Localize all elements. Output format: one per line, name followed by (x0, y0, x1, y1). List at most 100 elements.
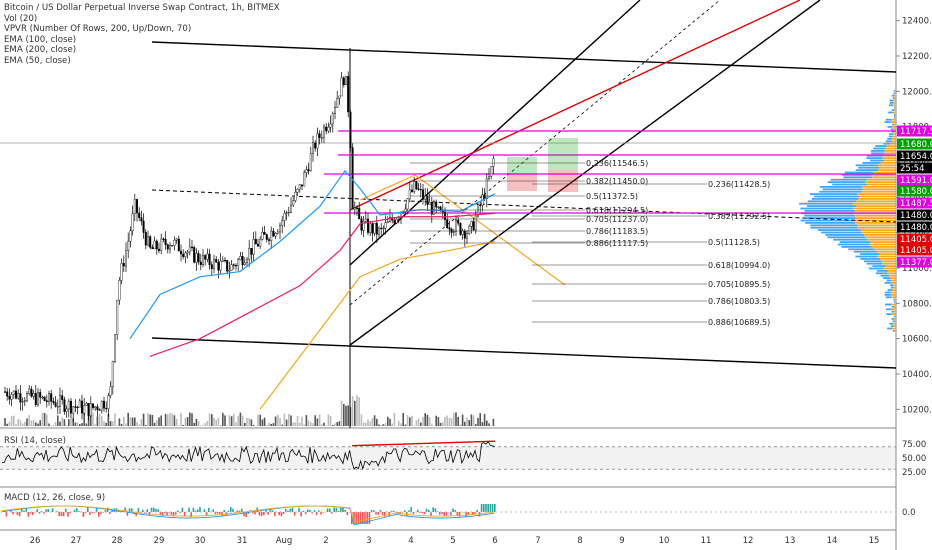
candle-body (375, 222, 378, 235)
macd-histogram-bar (267, 512, 269, 515)
macd-histogram-bar (476, 509, 478, 512)
candle-body (250, 248, 253, 255)
vpvr-down-row (889, 274, 896, 277)
volume-bar (373, 415, 376, 426)
candle-body (263, 232, 266, 235)
price-tag (897, 138, 932, 150)
candle-body (417, 188, 420, 190)
vpvr-down-row (893, 325, 896, 327)
macd-histogram-bar (410, 507, 412, 512)
price-tag (897, 244, 932, 256)
macd-histogram-bar (168, 512, 170, 513)
macd-histogram-bar (155, 508, 157, 512)
vpvr-up-row (884, 121, 891, 123)
macd-histogram-bar (265, 509, 267, 512)
vpvr-up-row (886, 313, 892, 315)
macd-histogram-bar (159, 512, 162, 515)
candle-body (146, 236, 149, 246)
vpvr-down-row (887, 270, 896, 272)
macd-histogram-bar (491, 504, 494, 512)
candle-body (190, 246, 193, 249)
macd-histogram-bar (430, 512, 432, 517)
volume-bar (444, 416, 446, 426)
macd-histogram-bar (179, 512, 181, 514)
candle-body (204, 255, 207, 260)
volume-bar (153, 422, 156, 426)
macd-histogram-bar (450, 512, 452, 516)
volume-bar (382, 424, 385, 426)
x-tick-label: 28 (112, 536, 123, 546)
macd-histogram-bar (307, 509, 309, 512)
volume-bar (488, 423, 490, 426)
vpvr-up-row (807, 200, 857, 203)
candle-body (446, 219, 449, 228)
macd-histogram-bar (346, 512, 349, 516)
vpvr-up-row (891, 318, 894, 320)
vpvr-down-row (863, 188, 896, 191)
candle-body (127, 240, 130, 251)
volume-bar (391, 423, 393, 426)
volume-bar (193, 422, 195, 426)
x-tick-label: 30 (195, 536, 206, 546)
volume-bar (314, 415, 316, 426)
macd-histogram-bar (320, 512, 322, 515)
candle-body (457, 219, 460, 224)
candle-body (21, 401, 24, 403)
macd-histogram-bar (260, 512, 263, 517)
volume-bar (475, 424, 477, 426)
candle-body (76, 406, 79, 408)
macd-histogram-bar (483, 504, 485, 512)
volume-profile (799, 90, 896, 332)
candle-body (448, 227, 451, 230)
volume-bar (470, 414, 473, 426)
candle-body (8, 395, 11, 400)
candle-body (437, 206, 440, 208)
macd-histogram-bar (443, 512, 445, 516)
macd-histogram-bar (456, 512, 459, 516)
candle-body (327, 126, 330, 132)
candle-body (113, 334, 116, 362)
vpvr-down-row (892, 289, 896, 291)
volume-bar (87, 415, 90, 426)
vpvr-down-row (882, 157, 896, 159)
price-tag (897, 197, 932, 209)
vpvr-up-row (887, 327, 892, 330)
mid-channel-line (151, 189, 897, 223)
volume-bar (158, 417, 160, 426)
vpvr-down-row (892, 104, 896, 107)
volume-bar (468, 420, 470, 426)
macd-histogram-bar (192, 507, 195, 512)
candle-body (124, 250, 127, 267)
candle-body (364, 218, 367, 222)
volume-bar (360, 414, 363, 426)
candle-body (243, 262, 246, 266)
vpvr-down-row (891, 118, 896, 121)
volume-bar (347, 405, 349, 426)
volume-bar (54, 421, 57, 426)
volume-bar (259, 414, 261, 426)
macd-histogram-bar (205, 512, 208, 516)
volume-bar (61, 417, 63, 426)
volume-bar (96, 416, 99, 426)
fib-label: 0.705(10895.5) (708, 280, 770, 289)
candle-body (340, 77, 343, 97)
volume-bar (477, 417, 479, 426)
macd-histogram-bar (12, 512, 14, 515)
macd-histogram-bar (340, 507, 342, 512)
candle-body (411, 189, 414, 192)
macd-histogram-bar (21, 508, 23, 512)
candle-body (129, 230, 132, 242)
vpvr-up-row (807, 205, 856, 207)
y-tick-label: 10200.0 (902, 405, 932, 415)
vpvr-down-row (862, 231, 896, 234)
candle-body (303, 172, 306, 187)
candle-body (32, 393, 35, 397)
macd-histogram-bar (388, 512, 390, 516)
long-target-box (548, 138, 578, 170)
macd-histogram-bar (315, 512, 318, 516)
volume-bar (340, 400, 343, 426)
volume-bar (351, 396, 354, 426)
fib-label: 0.236(11428.5) (708, 180, 770, 189)
